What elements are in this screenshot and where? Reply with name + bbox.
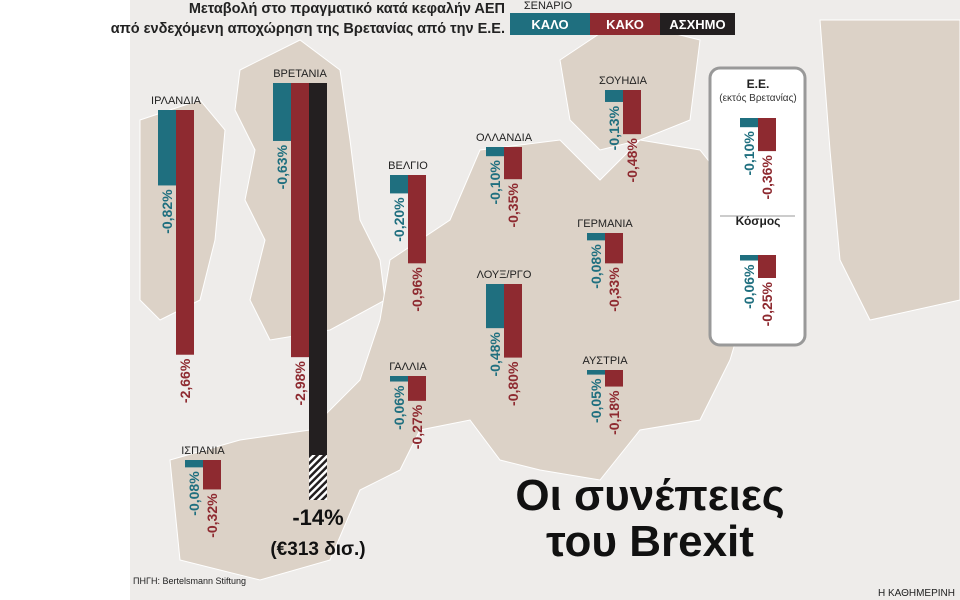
aggregate-label: Κόσμος [736,214,781,228]
country-label: ΙΣΠΑΝΙΑ [181,445,225,457]
bar [203,460,221,490]
value-label: -0,63% [274,144,290,189]
bar [408,376,426,401]
country-label: ΓΕΡΜΑΝΙΑ [577,218,633,230]
bar [605,233,623,264]
bar [605,370,623,387]
publisher: Η ΚΑΘΗΜΕΡΙΝΗ [878,588,955,599]
value-label: -0,48% [487,332,503,377]
value-label: -0,48% [624,138,640,183]
country-label: ΓΑΛΛΙΑ [389,361,427,373]
bar [185,460,203,468]
country-label: ΙΡΛΑΝΔΙΑ [151,95,202,107]
value-label: -0,06% [741,264,757,309]
bar [740,255,758,261]
bar [605,90,623,102]
bar-break [309,455,327,500]
bar [486,147,504,157]
annotation: (εκτός Βρετανίας) [719,92,796,104]
value-label: -0,05% [588,378,604,423]
bar [740,118,758,128]
bar [390,376,408,382]
title-line: Μεταβολή στο πραγματικό κατά κεφαλήν ΑΕΠ [189,1,505,17]
aggregate-box [708,66,807,347]
value-label: -0,10% [487,160,503,205]
value-label: -0,27% [409,404,425,449]
country-label: ΑΥΣΤΡΙΑ [582,355,628,367]
annotation: (€313 δισ.) [270,539,365,560]
value-label: -0,35% [505,183,521,228]
source: ΠΗΓΗ: Bertelsmann Stiftung [133,576,246,586]
value-label: -0,06% [391,385,407,430]
bar [291,83,309,358]
bar [623,90,641,135]
value-label: -2,98% [292,361,308,406]
value-label: -0,33% [606,267,622,312]
bar [758,118,776,152]
bar [390,175,408,194]
bar [587,370,605,375]
bar [158,110,176,186]
legend-label: ΑΣΧΗΜΟ [669,17,725,32]
headline: του Brexit [546,517,754,566]
value-label: -0,20% [391,197,407,242]
country-label: ΟΛΛΑΝΔΙΑ [476,132,533,144]
value-label: -0,96% [409,267,425,312]
legend-swatch [590,13,660,35]
headline: Οι συνέπειες [515,471,784,520]
value-label: -0,36% [759,155,775,200]
value-label: -0,18% [606,390,622,435]
bar [504,284,522,358]
bar [408,175,426,264]
bar [486,284,504,329]
value-label: -0,82% [159,189,175,234]
value-label: -0,80% [505,361,521,406]
country-label: ΣΟΥΗΔΙΑ [599,75,648,87]
legend-swatch [660,13,735,35]
bar [587,233,605,241]
bar [309,83,327,500]
value-label: -0,32% [204,493,220,538]
legend-swatch [510,13,590,35]
aggregate-label: Ε.Ε. [747,77,770,91]
bar [758,255,776,278]
legend-label: ΚΑΚΟ [606,17,644,32]
value-label: -14% [292,505,343,530]
bar [273,83,291,141]
value-label: -0,10% [741,131,757,176]
value-label: -0,08% [588,244,604,289]
bar [176,110,194,355]
legend-title: ΣΕΝΑΡΙΟ [524,0,573,12]
value-label: -0,25% [759,281,775,326]
value-label: -2,66% [177,358,193,403]
legend-label: ΚΑΛΟ [531,17,568,32]
country-label: ΛΟΥΞ/ΡΓΟ [477,269,532,281]
country-label: ΒΕΛΓΙΟ [388,160,428,172]
bar [504,147,522,180]
value-label: -0,13% [606,105,622,150]
country-label: ΒΡΕΤΑΝΙΑ [273,68,327,80]
title-line: από ενδεχόμενη αποχώρηση της Βρετανίας α… [111,21,505,37]
value-label: -0,08% [186,471,202,516]
